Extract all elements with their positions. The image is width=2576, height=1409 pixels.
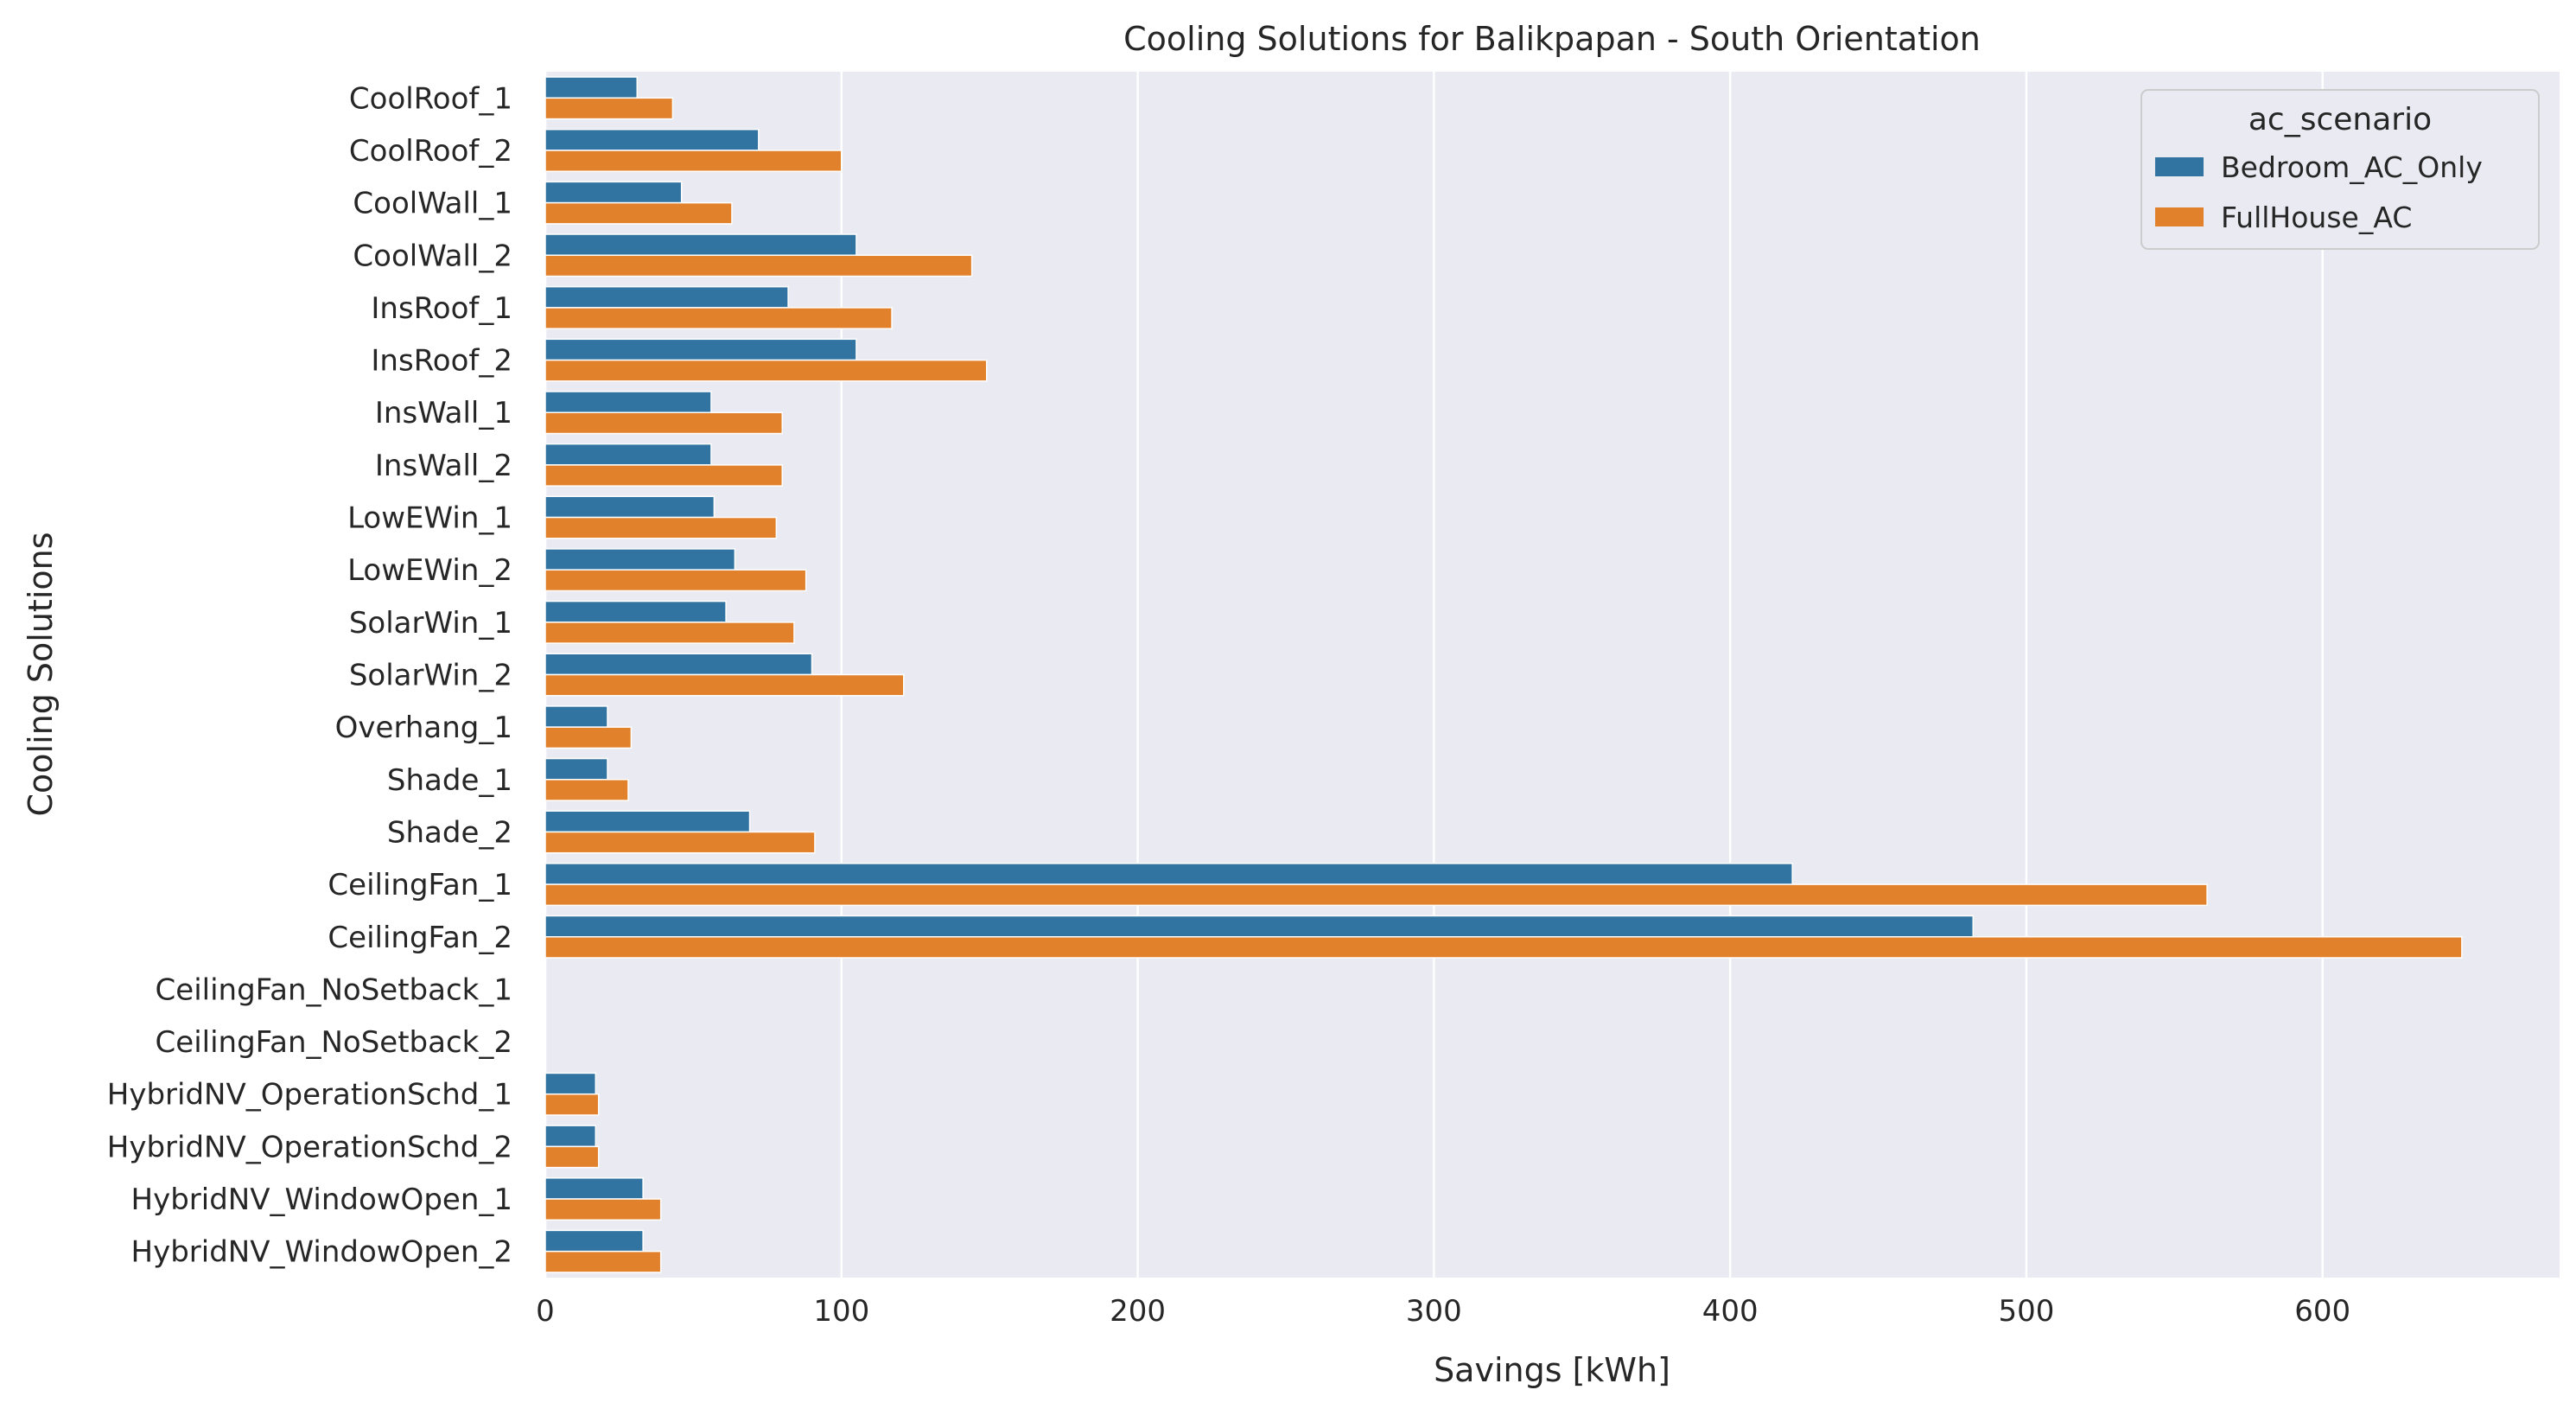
bar-bedroom-ac-only-shade-2 xyxy=(544,810,751,833)
bar-bedroom-ac-only-solarwin-2 xyxy=(544,653,813,676)
y-tick-label-insroof-1: InsRoof_1 xyxy=(371,291,512,326)
bar-fullhouse-ac-inswall-1 xyxy=(544,411,783,435)
x-tick-labels: 0 100 200 300 400 500 600 xyxy=(536,1294,2350,1329)
bar-fullhouse-ac-lowewin-2 xyxy=(544,569,807,592)
bar-bedroom-ac-only-ceilingfan-1 xyxy=(544,863,1793,885)
y-tick-label-inswall-1: InsWall_1 xyxy=(375,396,512,430)
bar-bedroom-ac-only-ceilingfan-2 xyxy=(544,915,1975,938)
y-tick-label-ceilingfan-nosetback-2: CeilingFan_NoSetback_2 xyxy=(156,1025,512,1060)
bar-fullhouse-ac-overhang-1 xyxy=(544,726,633,749)
chart-title: Cooling Solutions for Balikpapan - South… xyxy=(1123,20,1981,58)
y-tick-label-ceilingfan-2: CeilingFan_2 xyxy=(328,921,512,955)
bar-bedroom-ac-only-inswall-1 xyxy=(544,391,712,413)
y-tick-label-shade-2: Shade_2 xyxy=(387,815,512,850)
x-tick-label: 200 xyxy=(1110,1294,1166,1329)
bar-fullhouse-ac-inswall-2 xyxy=(544,464,783,487)
y-tick-label-lowewin-2: LowEWin_2 xyxy=(347,553,512,588)
bar-bedroom-ac-only-coolroof-2 xyxy=(544,128,760,151)
bar-bedroom-ac-only-overhang-1 xyxy=(544,705,608,728)
bar-fullhouse-ac-coolwall-1 xyxy=(544,201,733,225)
bar-fullhouse-ac-coolroof-1 xyxy=(544,97,674,120)
y-tick-label-solarwin-2: SolarWin_2 xyxy=(349,659,512,693)
y-tick-label-coolroof-2: CoolRoof_2 xyxy=(349,134,512,169)
legend: ac_scenario Bedroom_AC_Only FullHouse_AC xyxy=(2140,89,2540,250)
x-tick-label: 300 xyxy=(1406,1294,1462,1329)
bar-bedroom-ac-only-hybridnv-operationschd-1 xyxy=(544,1072,597,1095)
y-tick-label-hybridnv-windowopen-1: HybridNV_WindowOpen_1 xyxy=(131,1183,512,1217)
y-axis-label: Cooling Solutions xyxy=(22,532,60,816)
bar-fullhouse-ac-hybridnv-operationschd-1 xyxy=(544,1093,600,1116)
y-tick-labels: CoolRoof_1 CoolRoof_2 CoolWall_1 CoolWall_2… xyxy=(107,81,512,1269)
legend-title: ac_scenario xyxy=(2248,102,2432,137)
y-tick-label-coolwall-2: CoolWall_2 xyxy=(353,239,512,273)
y-tick-label-hybridnv-operationschd-1: HybridNV_OperationSchd_1 xyxy=(107,1078,512,1113)
y-tick-label-shade-1: Shade_1 xyxy=(387,763,512,798)
bar-fullhouse-ac-hybridnv-windowopen-2 xyxy=(544,1250,662,1273)
bar-bedroom-ac-only-coolwall-2 xyxy=(544,233,857,257)
bars xyxy=(544,76,2463,1273)
bar-bedroom-ac-only-solarwin-1 xyxy=(544,600,727,623)
y-tick-label-insroof-2: InsRoof_2 xyxy=(371,344,512,379)
y-tick-label-ceilingfan-1: CeilingFan_1 xyxy=(328,868,512,902)
y-tick-label-hybridnv-windowopen-2: HybridNV_WindowOpen_2 xyxy=(131,1235,512,1270)
bar-fullhouse-ac-solarwin-2 xyxy=(544,673,905,697)
bar-fullhouse-ac-solarwin-1 xyxy=(544,622,795,644)
bar-bedroom-ac-only-hybridnv-windowopen-1 xyxy=(544,1177,644,1200)
bar-fullhouse-ac-shade-1 xyxy=(544,779,629,801)
bar-bedroom-ac-only-lowewin-2 xyxy=(544,548,736,571)
y-tick-label-coolroof-1: CoolRoof_1 xyxy=(349,81,512,116)
x-tick-label: 600 xyxy=(2294,1294,2350,1329)
bar-bedroom-ac-only-coolroof-1 xyxy=(544,76,639,99)
legend-label-bedroom-ac-only: Bedroom_AC_Only xyxy=(2221,150,2483,184)
bar-fullhouse-ac-ceilingfan-2 xyxy=(544,936,2463,959)
bar-bedroom-ac-only-hybridnv-operationschd-2 xyxy=(544,1125,597,1148)
legend-swatch-bedroom-ac-only xyxy=(2155,157,2204,176)
bar-fullhouse-ac-shade-2 xyxy=(544,831,816,854)
bar-fullhouse-ac-lowewin-1 xyxy=(544,516,778,539)
bar-fullhouse-ac-insroof-2 xyxy=(544,359,988,382)
bar-bedroom-ac-only-insroof-2 xyxy=(544,338,857,361)
y-tick-label-ceilingfan-nosetback-1: CeilingFan_NoSetback_1 xyxy=(156,972,512,1007)
x-tick-label: 100 xyxy=(813,1294,869,1329)
y-tick-label-solarwin-1: SolarWin_1 xyxy=(349,606,512,641)
bar-fullhouse-ac-hybridnv-windowopen-1 xyxy=(544,1198,662,1221)
bar-bedroom-ac-only-insroof-1 xyxy=(544,285,789,309)
legend-swatch-fullhouse-ac xyxy=(2155,207,2204,226)
bar-bedroom-ac-only-shade-1 xyxy=(544,757,608,781)
legend-label-fullhouse-ac: FullHouse_AC xyxy=(2221,201,2412,234)
legend-box xyxy=(2140,89,2540,250)
bar-fullhouse-ac-hybridnv-operationschd-2 xyxy=(544,1145,600,1169)
bar-bedroom-ac-only-lowewin-1 xyxy=(544,495,716,519)
y-tick-label-coolwall-1: CoolWall_1 xyxy=(353,187,512,221)
bar-bedroom-ac-only-hybridnv-windowopen-2 xyxy=(544,1229,644,1253)
bar-fullhouse-ac-insroof-1 xyxy=(544,307,893,329)
x-tick-label: 0 xyxy=(536,1294,555,1329)
y-tick-label-lowewin-1: LowEWin_1 xyxy=(347,501,512,536)
y-tick-label-overhang-1: Overhang_1 xyxy=(335,711,512,745)
y-tick-label-inswall-2: InsWall_2 xyxy=(375,449,512,483)
bar-fullhouse-ac-ceilingfan-1 xyxy=(544,883,2208,907)
bar-fullhouse-ac-coolroof-2 xyxy=(544,150,843,172)
x-tick-label: 500 xyxy=(1999,1294,2055,1329)
x-axis-label: Savings [kWh] xyxy=(1434,1351,1670,1389)
y-tick-label-hybridnv-operationschd-2: HybridNV_OperationSchd_2 xyxy=(107,1130,512,1164)
x-tick-label: 400 xyxy=(1702,1294,1759,1329)
bar-bedroom-ac-only-inswall-2 xyxy=(544,443,712,466)
bar-bedroom-ac-only-coolwall-1 xyxy=(544,181,683,204)
bar-fullhouse-ac-coolwall-2 xyxy=(544,254,973,277)
